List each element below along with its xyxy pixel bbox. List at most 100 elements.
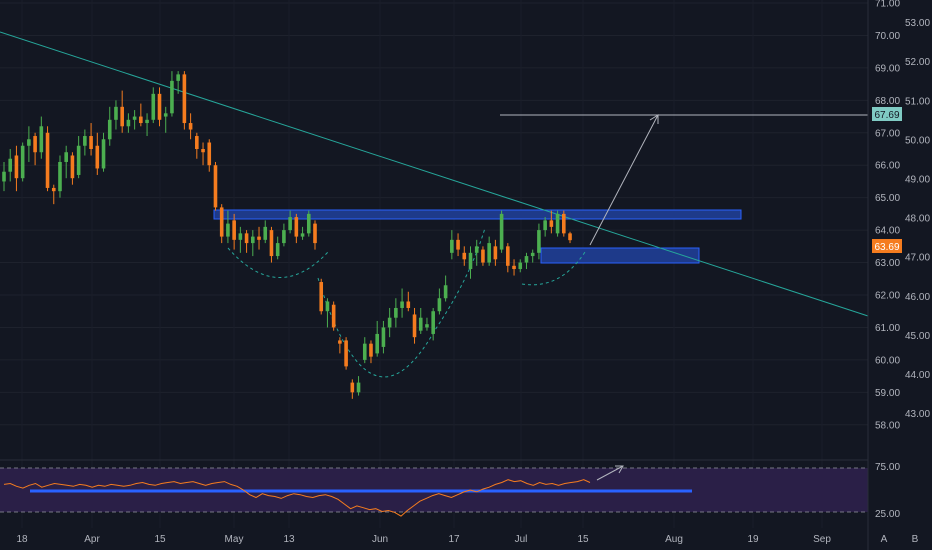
candle-body <box>568 233 572 241</box>
time-axis-tick: 15 <box>577 534 589 545</box>
candle <box>257 226 261 250</box>
right-axis-tick: 44.00 <box>905 370 930 381</box>
candle-body <box>431 311 435 334</box>
candle <box>431 307 435 341</box>
candle-body <box>555 213 560 234</box>
candle <box>251 230 255 257</box>
candle <box>418 307 423 334</box>
time-axis-tick: 13 <box>283 534 295 545</box>
auto-scale-button[interactable]: A <box>881 534 888 545</box>
candle <box>512 259 516 276</box>
candle-body <box>76 145 81 175</box>
left-axis-tick: 68.00 <box>875 96 900 107</box>
left-axis-tick: 61.00 <box>875 323 900 334</box>
candle <box>381 320 386 354</box>
candle <box>89 123 93 156</box>
right-axis-tick: 45.00 <box>905 331 930 342</box>
candle-body <box>549 220 554 227</box>
candle-body <box>257 236 261 240</box>
rsi-pane <box>0 459 932 517</box>
candle <box>207 139 212 172</box>
candle <box>474 239 479 266</box>
candle <box>170 71 174 117</box>
candle <box>226 210 230 244</box>
candle <box>400 288 404 318</box>
candle-body <box>362 343 367 360</box>
candle <box>300 226 305 240</box>
candle-body <box>325 301 330 312</box>
candle <box>2 161 6 192</box>
candle <box>319 278 324 315</box>
candle-body <box>543 220 547 231</box>
candle <box>549 210 554 234</box>
candle <box>33 132 37 166</box>
candle <box>468 246 473 279</box>
candle-body <box>524 256 529 263</box>
rsi-arrow[interactable] <box>596 465 624 481</box>
candle-body <box>282 230 286 244</box>
candle-body <box>350 382 355 393</box>
left-axis-tick: 62.00 <box>875 291 900 302</box>
candle <box>506 243 510 273</box>
candle-body <box>319 282 324 312</box>
candle <box>362 337 367 364</box>
candle-body <box>506 246 510 266</box>
candle <box>394 298 398 328</box>
candle-body <box>369 343 373 357</box>
candle-body <box>300 233 305 237</box>
candle <box>114 100 118 130</box>
candle <box>306 210 311 237</box>
candle <box>425 317 429 331</box>
candle <box>387 307 392 338</box>
candle <box>338 337 342 354</box>
time-axis-tick: 17 <box>448 534 460 545</box>
right-axis-tick: 48.00 <box>905 214 930 225</box>
candle <box>375 320 379 357</box>
candle <box>462 246 467 266</box>
candle <box>201 142 205 166</box>
handle-arc <box>521 251 586 286</box>
candle-body <box>39 126 44 153</box>
time-axis-tick: May <box>225 534 244 545</box>
current-price-tag: 63.69 <box>872 239 902 253</box>
candle <box>101 132 106 172</box>
candle-body <box>394 307 398 318</box>
axis-panel <box>868 0 932 550</box>
candle-body <box>481 249 485 263</box>
projection-arrow[interactable] <box>589 114 659 246</box>
trendline[interactable] <box>0 31 869 317</box>
candle-body <box>195 136 199 149</box>
projection-arrow-shaft <box>589 114 659 246</box>
candle-body <box>487 243 491 263</box>
candle-body <box>512 265 516 270</box>
candle-body <box>275 243 280 257</box>
candle-body <box>344 340 348 367</box>
candle-body <box>188 123 193 130</box>
candle <box>188 113 193 140</box>
candle-body <box>176 74 180 81</box>
left-axis-tick: 67.00 <box>875 128 900 139</box>
candle-body <box>251 236 255 244</box>
candle-body <box>425 324 429 328</box>
right-axis-tick: 52.00 <box>905 57 930 68</box>
time-axis-tick: 18 <box>16 534 28 545</box>
candle-body <box>406 301 411 308</box>
candle-body <box>95 145 100 169</box>
candle-body <box>64 152 68 162</box>
right-axis-tick: 49.00 <box>905 174 930 185</box>
rsi-axis: 75.00 25.00 <box>875 462 900 520</box>
candle-body <box>45 132 50 188</box>
target-tag-label: 67.69 <box>874 110 899 121</box>
candle-body <box>89 136 93 149</box>
candle-body <box>462 252 467 260</box>
candle-body <box>226 223 230 237</box>
candle-body <box>313 223 317 244</box>
candle <box>132 110 137 130</box>
candle <box>145 113 149 137</box>
log-scale-button[interactable]: B <box>912 534 919 545</box>
candle <box>14 145 19 192</box>
left-shoulder-arc <box>227 247 329 278</box>
candle-body <box>70 155 75 179</box>
